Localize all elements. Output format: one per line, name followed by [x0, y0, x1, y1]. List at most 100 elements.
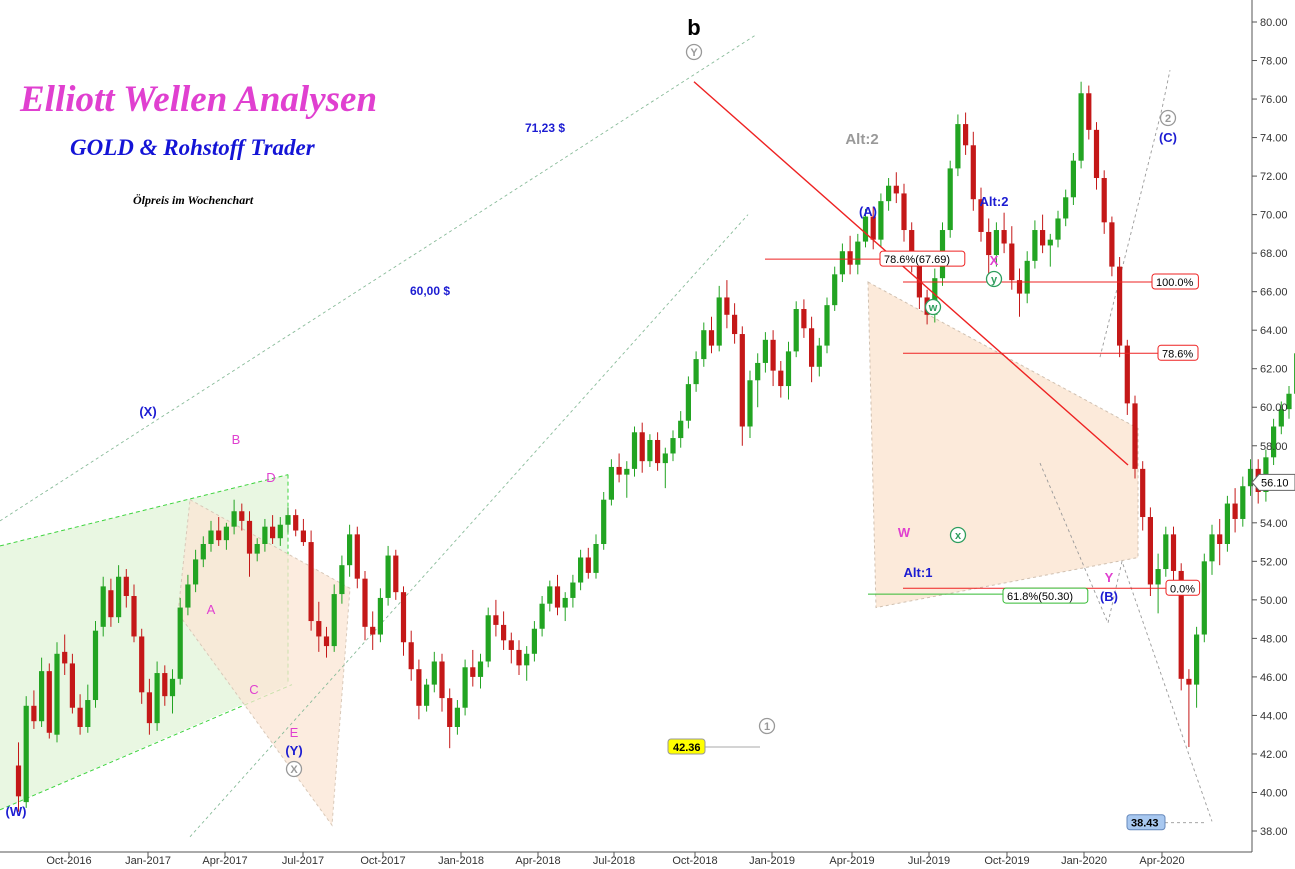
candle-body	[31, 705, 37, 722]
candle-body	[932, 278, 938, 315]
overlay-lines: 78.6%(67.69) 100.0% 78.6% 0.0% 61.8%(50.30) 4…	[667, 81, 1201, 831]
y-tick-label: 76.00	[1260, 94, 1288, 106]
candle-body	[477, 661, 484, 677]
circle-y-gray: Y	[690, 47, 698, 59]
candle-body	[531, 628, 537, 654]
x-tick-label: Oct-2017	[360, 855, 405, 867]
x-tick-label: Apr-2017	[202, 855, 247, 867]
label-b-major: (B)	[1100, 589, 1118, 604]
x-tick-label: Oct-2016	[46, 855, 91, 867]
label-x-major: (X)	[139, 404, 156, 419]
candle-body	[909, 230, 915, 261]
x-tick-label: Jul-2019	[908, 855, 950, 867]
candle-body	[878, 201, 884, 240]
candle-body	[216, 530, 222, 541]
y-tick-label: 80.00	[1260, 17, 1288, 29]
candle-body	[400, 592, 407, 643]
candle-body	[339, 565, 345, 595]
candle-body	[23, 705, 29, 803]
candle-body	[1286, 393, 1292, 410]
fib-label-67-69: 78.6%(67.69)	[884, 254, 950, 266]
y-tick-label: 46.00	[1260, 672, 1288, 684]
y-tick-label: 68.00	[1260, 248, 1288, 260]
candle-body	[1047, 239, 1053, 246]
candle-body	[824, 305, 830, 346]
candle-body	[108, 590, 114, 618]
candle-body	[893, 185, 899, 194]
candle-body	[154, 673, 160, 724]
candle-body	[277, 524, 283, 539]
candle-body	[46, 671, 52, 733]
y-tick-label: 74.00	[1260, 133, 1288, 145]
label-alt2-gray: Alt:2	[845, 131, 878, 148]
candle-body	[708, 330, 715, 346]
candle-body	[169, 678, 176, 697]
price-tag-38-43-box	[1126, 814, 1166, 831]
candle-body	[770, 339, 776, 371]
candle-body	[778, 370, 784, 387]
candle-body	[801, 309, 807, 329]
candle-body	[839, 251, 845, 275]
circle-2-gray-circle	[1159, 109, 1177, 127]
candle-body	[146, 692, 152, 724]
circle-x-gray: X	[290, 764, 298, 776]
candle-body	[439, 661, 445, 699]
label-b-top: b	[687, 15, 700, 40]
y-tick-label: 60.00	[1260, 402, 1288, 414]
label-x-minor: X	[990, 253, 999, 268]
candle-body	[870, 216, 876, 240]
fib-label-67-69-box	[879, 250, 966, 267]
candle-body	[670, 438, 676, 454]
price-tag-42-36-box	[667, 738, 706, 755]
x-tick-label: Jan-2018	[438, 855, 484, 867]
y-tick-label: 70.00	[1260, 210, 1288, 222]
candle-body	[724, 297, 730, 315]
candle-body	[447, 698, 453, 727]
label-alt1: Alt:1	[904, 565, 933, 580]
chart-note: Ölpreis im Wochenchart	[133, 193, 254, 207]
fib-label-78-6: 78.6%	[1162, 348, 1193, 360]
candle-body	[362, 578, 368, 627]
candle-body	[1070, 160, 1076, 198]
candle-body	[69, 663, 75, 708]
candle-body	[485, 615, 491, 662]
candle-body	[223, 526, 229, 541]
fib-label-0: 0.0%	[1170, 583, 1195, 595]
label-60-price: 60,00 $	[410, 284, 450, 298]
candle-body	[1278, 409, 1284, 427]
candle-body	[370, 626, 376, 635]
candle-body	[347, 534, 353, 566]
x-tick-label: Apr-2018	[515, 855, 560, 867]
candle-body	[200, 544, 206, 560]
candle-body	[847, 251, 853, 265]
chart-title: Elliott Wellen Analysen	[20, 79, 378, 120]
label-b-minor: B	[232, 432, 241, 447]
x-tick-label: Oct-2018	[672, 855, 717, 867]
candle-body	[678, 420, 684, 439]
candle-body	[1140, 468, 1146, 518]
candle-body	[1232, 503, 1238, 519]
label-a-major: (A)	[859, 204, 877, 219]
candle-body	[562, 597, 568, 608]
y-tick-label: 72.00	[1260, 171, 1288, 183]
circle-1-gray: 1	[764, 721, 770, 733]
label-w-major: (W)	[6, 804, 27, 819]
candle-body	[1124, 345, 1130, 404]
candle-body	[978, 199, 984, 232]
candle-body	[616, 466, 622, 475]
candle-body	[300, 530, 306, 543]
candle-body	[886, 185, 892, 202]
candle-body	[1086, 93, 1092, 130]
label-a-minor: A	[207, 602, 216, 617]
candle-body	[701, 330, 707, 360]
candle-body	[755, 362, 761, 381]
label-71-price: 71,23 $	[525, 121, 565, 135]
candle-body	[1093, 129, 1100, 179]
candle-body	[747, 380, 753, 427]
candle-body	[947, 168, 953, 231]
candle-body	[809, 328, 815, 367]
candle-body	[901, 193, 907, 231]
candle-body	[916, 260, 922, 298]
channel-upper-line	[0, 474, 289, 547]
circle-y-green: y	[991, 274, 998, 286]
